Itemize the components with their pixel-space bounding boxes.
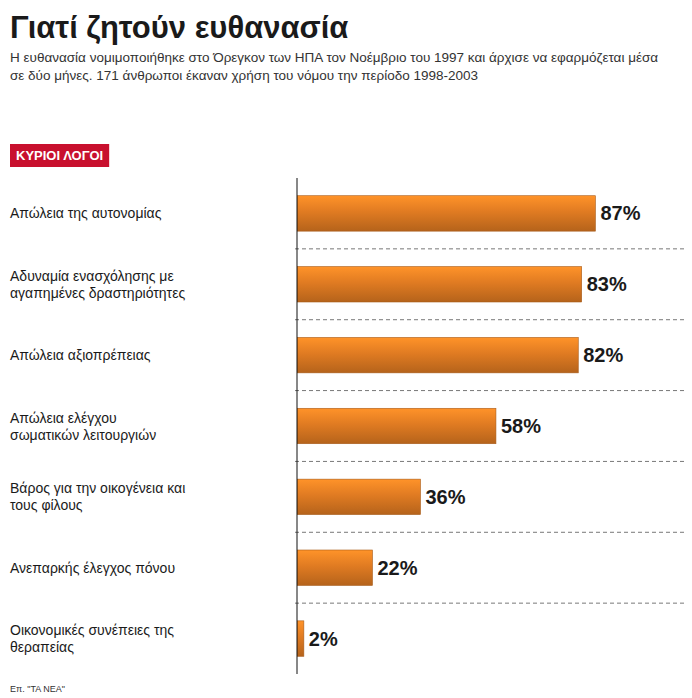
subtitle: Η ευθανασία νομιμοποιήθηκε στο Όρεγκον τ…: [10, 50, 658, 83]
title: Γιατί ζητούν ευθανασία: [10, 10, 348, 45]
category-label: Απώλεια ελέγχουσωματικών λειτουργιών: [10, 410, 156, 443]
baseline: [297, 178, 298, 674]
bar: [297, 337, 578, 372]
value-label: 82%: [583, 344, 623, 366]
value-label: 22%: [377, 557, 417, 579]
text-line: Απώλεια ελέγχου: [10, 410, 117, 426]
text-line: σε δύο μήνες. 171 άνθρωποι έκαναν χρήση …: [10, 68, 478, 83]
separator: [295, 319, 686, 320]
text-line: τους φίλους: [10, 497, 83, 513]
separator: [295, 461, 686, 462]
bar: [297, 267, 582, 302]
value-labels: 87% 83% 82% 58% 36% 22% 2%: [309, 202, 641, 649]
separator: [295, 390, 686, 391]
value-label: 87%: [600, 202, 640, 224]
text-line: σωματικών λειτουργιών: [10, 427, 156, 443]
category-label: Βάρος για την οικογένεια καιτους φίλους: [10, 480, 185, 513]
header-text: ΚΥΡΙΟΙ ΛΟΓΟΙ: [16, 148, 103, 163]
text-line: Απώλεια αξιοπρέπειας: [10, 347, 151, 363]
separator: [295, 248, 686, 249]
bars: [297, 196, 595, 657]
value-label: 83%: [587, 273, 627, 295]
separators: [295, 249, 686, 603]
text-line: θεραπείας: [10, 639, 74, 655]
bar: [297, 621, 304, 656]
category-label: Απώλεια αξιοπρέπειας: [10, 347, 151, 363]
category-label: Οικονομικές συνέπειες τηςθεραπείας: [10, 622, 174, 655]
source: Επ. "ΤΑ ΝΕΑ": [10, 684, 65, 694]
chart: Γιατί ζητούν ευθανασία Η ευθανασία νομιμο…: [0, 0, 692, 698]
category-label: Αδυναμία ενασχόλησης μεαγαπημένες δραστη…: [10, 268, 185, 301]
bar: [297, 408, 496, 443]
separator: [295, 603, 686, 604]
text-line: Αδυναμία ενασχόλησης με: [10, 268, 174, 284]
header-box: [10, 144, 109, 167]
text-line: Βάρος για την οικογένεια και: [10, 480, 185, 496]
separator: [295, 532, 686, 533]
text-line: αγαπημένες δραστηριότητες: [10, 285, 185, 301]
value-label: 2%: [309, 628, 338, 650]
bar: [297, 479, 420, 514]
bar: [297, 550, 372, 585]
text-line: Η ευθανασία νομιμοποιήθηκε στο Όρεγκον τ…: [10, 50, 658, 65]
value-label: 58%: [501, 415, 541, 437]
category-label: Απώλεια της αυτονομίας: [10, 205, 162, 221]
text-line: Απώλεια της αυτονομίας: [10, 205, 162, 221]
category-labels: Απώλεια της αυτονομίας Αδυναμία ενασχόλησ…: [10, 205, 185, 655]
text-line: Ανεπαρκής έλεγχος πόνου: [10, 560, 175, 576]
text-line: Οικονομικές συνέπειες της: [10, 622, 174, 638]
bar: [297, 196, 595, 231]
section-header: ΚΥΡΙΟΙ ΛΟΓΟΙ: [10, 144, 109, 167]
category-label: Ανεπαρκής έλεγχος πόνου: [10, 560, 175, 576]
value-label: 36%: [425, 486, 465, 508]
